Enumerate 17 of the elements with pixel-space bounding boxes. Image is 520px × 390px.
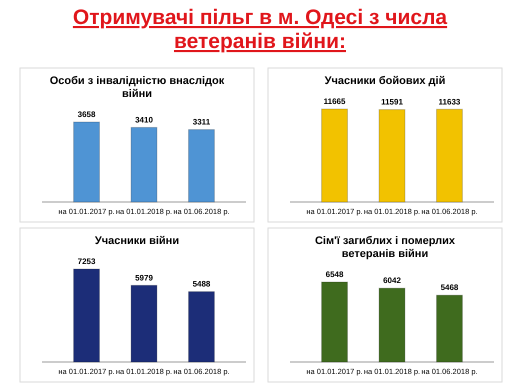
data-label: 5979 bbox=[135, 273, 154, 282]
chart-title: Особи з інвалідністю внаслідок війни bbox=[50, 75, 225, 100]
data-label: 3658 bbox=[78, 110, 96, 119]
data-label: 6042 bbox=[383, 276, 402, 286]
data-label: 11591 bbox=[381, 98, 404, 107]
data-label: 11665 bbox=[324, 97, 346, 106]
chart-title: Учасники бойових дій bbox=[324, 75, 446, 87]
chart-title: Учасники війни bbox=[94, 235, 180, 247]
data-label: 5488 bbox=[192, 280, 211, 289]
chart-title: Сім'ї загиблих і померлих ветеранів війни bbox=[314, 235, 456, 260]
data-label: 3410 bbox=[135, 115, 154, 124]
data-label: 11633 bbox=[438, 97, 461, 106]
data-label: 7253 bbox=[78, 257, 96, 266]
data-label: 3311 bbox=[192, 118, 211, 127]
data-label: 5468 bbox=[440, 283, 459, 292]
data-label: 6548 bbox=[326, 270, 344, 279]
text: Отримувачі пільг в м. Одесі з числа ветеранів війни: bbox=[72, 6, 448, 53]
